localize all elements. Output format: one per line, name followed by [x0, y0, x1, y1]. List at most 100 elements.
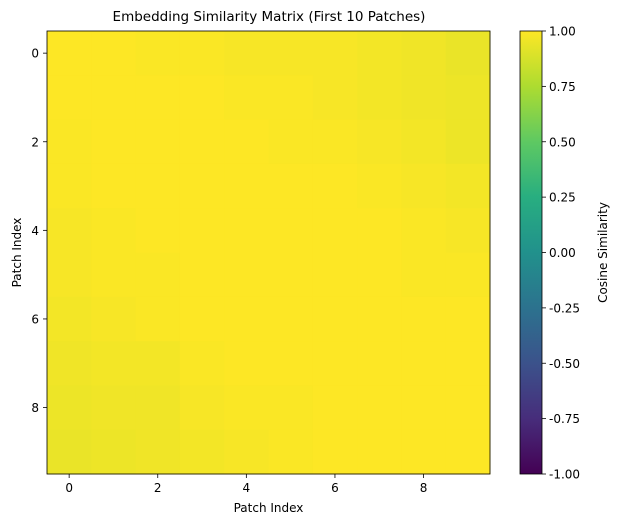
heatmap-cell-3-0 [47, 163, 92, 209]
heatmap-cell-6-6 [312, 296, 358, 342]
y-tick-label: 6 [31, 312, 39, 326]
heatmap-cell-5-7 [357, 252, 402, 298]
x-tick-label: 0 [65, 481, 73, 495]
heatmap-cell-9-8 [401, 429, 447, 475]
y-tick-label: 8 [31, 401, 39, 415]
heatmap-cell-2-1 [91, 119, 137, 165]
heatmap-cell-9-6 [312, 429, 358, 475]
y-axis-ticks: 0 2 4 6 8 [31, 47, 47, 415]
heatmap-cell-9-0 [47, 429, 92, 475]
heatmap-cell-3-8 [401, 163, 447, 209]
colorbar-tick-label: -0.25 [549, 301, 580, 315]
plot-frame [46, 30, 491, 475]
heatmap-cell-7-4 [224, 341, 269, 386]
colorbar-tick-label: -0.50 [549, 357, 580, 371]
heatmap-cell-8-1 [91, 385, 137, 431]
heatmap-cell-3-2 [135, 163, 181, 209]
heatmap-cell-9-7 [357, 429, 402, 475]
heatmap-cell-6-7 [357, 296, 402, 342]
y-tick-label: 2 [31, 135, 39, 149]
colorbar-label: Cosine Similarity [596, 202, 610, 303]
heatmap-cell-7-5 [268, 341, 314, 386]
heatmap-cell-4-3 [179, 208, 225, 253]
y-tick-label: 4 [31, 224, 39, 238]
heatmap-cell-2-5 [268, 119, 314, 165]
heatmap-cell-8-2 [135, 385, 181, 431]
heatmap-cell-8-6 [312, 385, 358, 431]
heatmap-cells [47, 31, 491, 475]
colorbar-tick-label: 0.50 [549, 135, 576, 149]
heatmap-cell-0-4 [224, 31, 269, 76]
x-tick-label: 4 [243, 481, 251, 495]
heatmap-cell-4-5 [268, 208, 314, 253]
heatmap-cell-1-6 [312, 75, 358, 121]
y-axis-label: Patch Index [10, 218, 24, 288]
heatmap-cell-0-2 [135, 31, 181, 76]
heatmap-cell-0-3 [179, 31, 225, 76]
heatmap-cell-6-5 [268, 296, 314, 342]
heatmap-cell-3-6 [312, 163, 358, 209]
heatmap-cell-2-3 [179, 119, 225, 165]
heatmap-cell-1-3 [179, 75, 225, 121]
heatmap-cell-1-0 [47, 75, 92, 121]
heatmap-cell-7-0 [47, 341, 92, 386]
heatmap-cell-2-2 [135, 119, 181, 165]
heatmap-cell-5-4 [224, 252, 269, 298]
heatmap-cell-1-9 [445, 75, 491, 121]
heatmap-cell-5-2 [135, 252, 181, 298]
heatmap-cell-9-1 [91, 429, 137, 475]
colorbar-tick-label: -0.75 [549, 412, 580, 426]
heatmap-cell-0-6 [312, 31, 358, 76]
x-axis-ticks: 0 2 4 6 8 [65, 474, 427, 495]
heatmap-cell-1-5 [268, 75, 314, 121]
heatmap-cell-7-9 [445, 341, 491, 386]
colorbar-tick-label: 0.00 [549, 246, 576, 260]
heatmap-cell-9-2 [135, 429, 181, 475]
heatmap-cell-8-0 [47, 385, 92, 431]
heatmap-cell-5-0 [47, 252, 92, 298]
chart-title: Embedding Similarity Matrix (First 10 Pa… [113, 9, 426, 25]
colorbar [519, 30, 543, 475]
heatmap-cell-4-8 [401, 208, 447, 253]
heatmap-cell-4-0 [47, 208, 92, 253]
heatmap-cell-8-7 [357, 385, 402, 431]
heatmap-cell-3-3 [179, 163, 225, 209]
x-axis-label: Patch Index [234, 501, 304, 515]
heatmap-cell-3-7 [357, 163, 402, 209]
heatmap-cell-1-8 [401, 75, 447, 121]
heatmap-cell-9-5 [268, 429, 314, 475]
heatmap-cell-5-9 [445, 252, 491, 298]
heatmap-cell-4-6 [312, 208, 358, 253]
heatmap-cell-5-8 [401, 252, 447, 298]
heatmap-cell-3-5 [268, 163, 314, 209]
y-tick-label: 0 [31, 47, 39, 61]
heatmap-cell-5-3 [179, 252, 225, 298]
heatmap-cell-7-2 [135, 341, 181, 386]
x-tick-label: 2 [154, 481, 162, 495]
colorbar-ticks: -1.00 -0.75 -0.50 -0.25 0.00 0.25 0.50 0.75 1.00 [542, 25, 580, 482]
heatmap-cell-8-3 [179, 385, 225, 431]
heatmap-cell-2-0 [47, 119, 92, 165]
heatmap-cell-6-8 [401, 296, 447, 342]
heatmap-cell-8-4 [224, 385, 269, 431]
heatmap-cell-7-8 [401, 341, 447, 386]
heatmap-cell-9-3 [179, 429, 225, 475]
heatmap-cell-5-6 [312, 252, 358, 298]
heatmap-cell-3-1 [91, 163, 137, 209]
heatmap-cell-9-4 [224, 429, 269, 475]
heatmap-cell-8-8 [401, 385, 447, 431]
colorbar-tick-label: 0.75 [549, 80, 576, 94]
heatmap-cell-7-3 [179, 341, 225, 386]
heatmap-cell-2-7 [357, 119, 402, 165]
heatmap-cell-0-0 [47, 31, 92, 76]
heatmap-cell-0-1 [91, 31, 137, 76]
heatmap-cell-7-6 [312, 341, 358, 386]
heatmap-cell-4-1 [91, 208, 137, 253]
heatmap-cell-7-7 [357, 341, 402, 386]
heatmap-cell-6-9 [445, 296, 491, 342]
x-tick-label: 6 [331, 481, 339, 495]
heatmap-cell-6-3 [179, 296, 225, 342]
heatmap-cell-0-7 [357, 31, 402, 76]
heatmap-cell-9-9 [445, 429, 491, 475]
